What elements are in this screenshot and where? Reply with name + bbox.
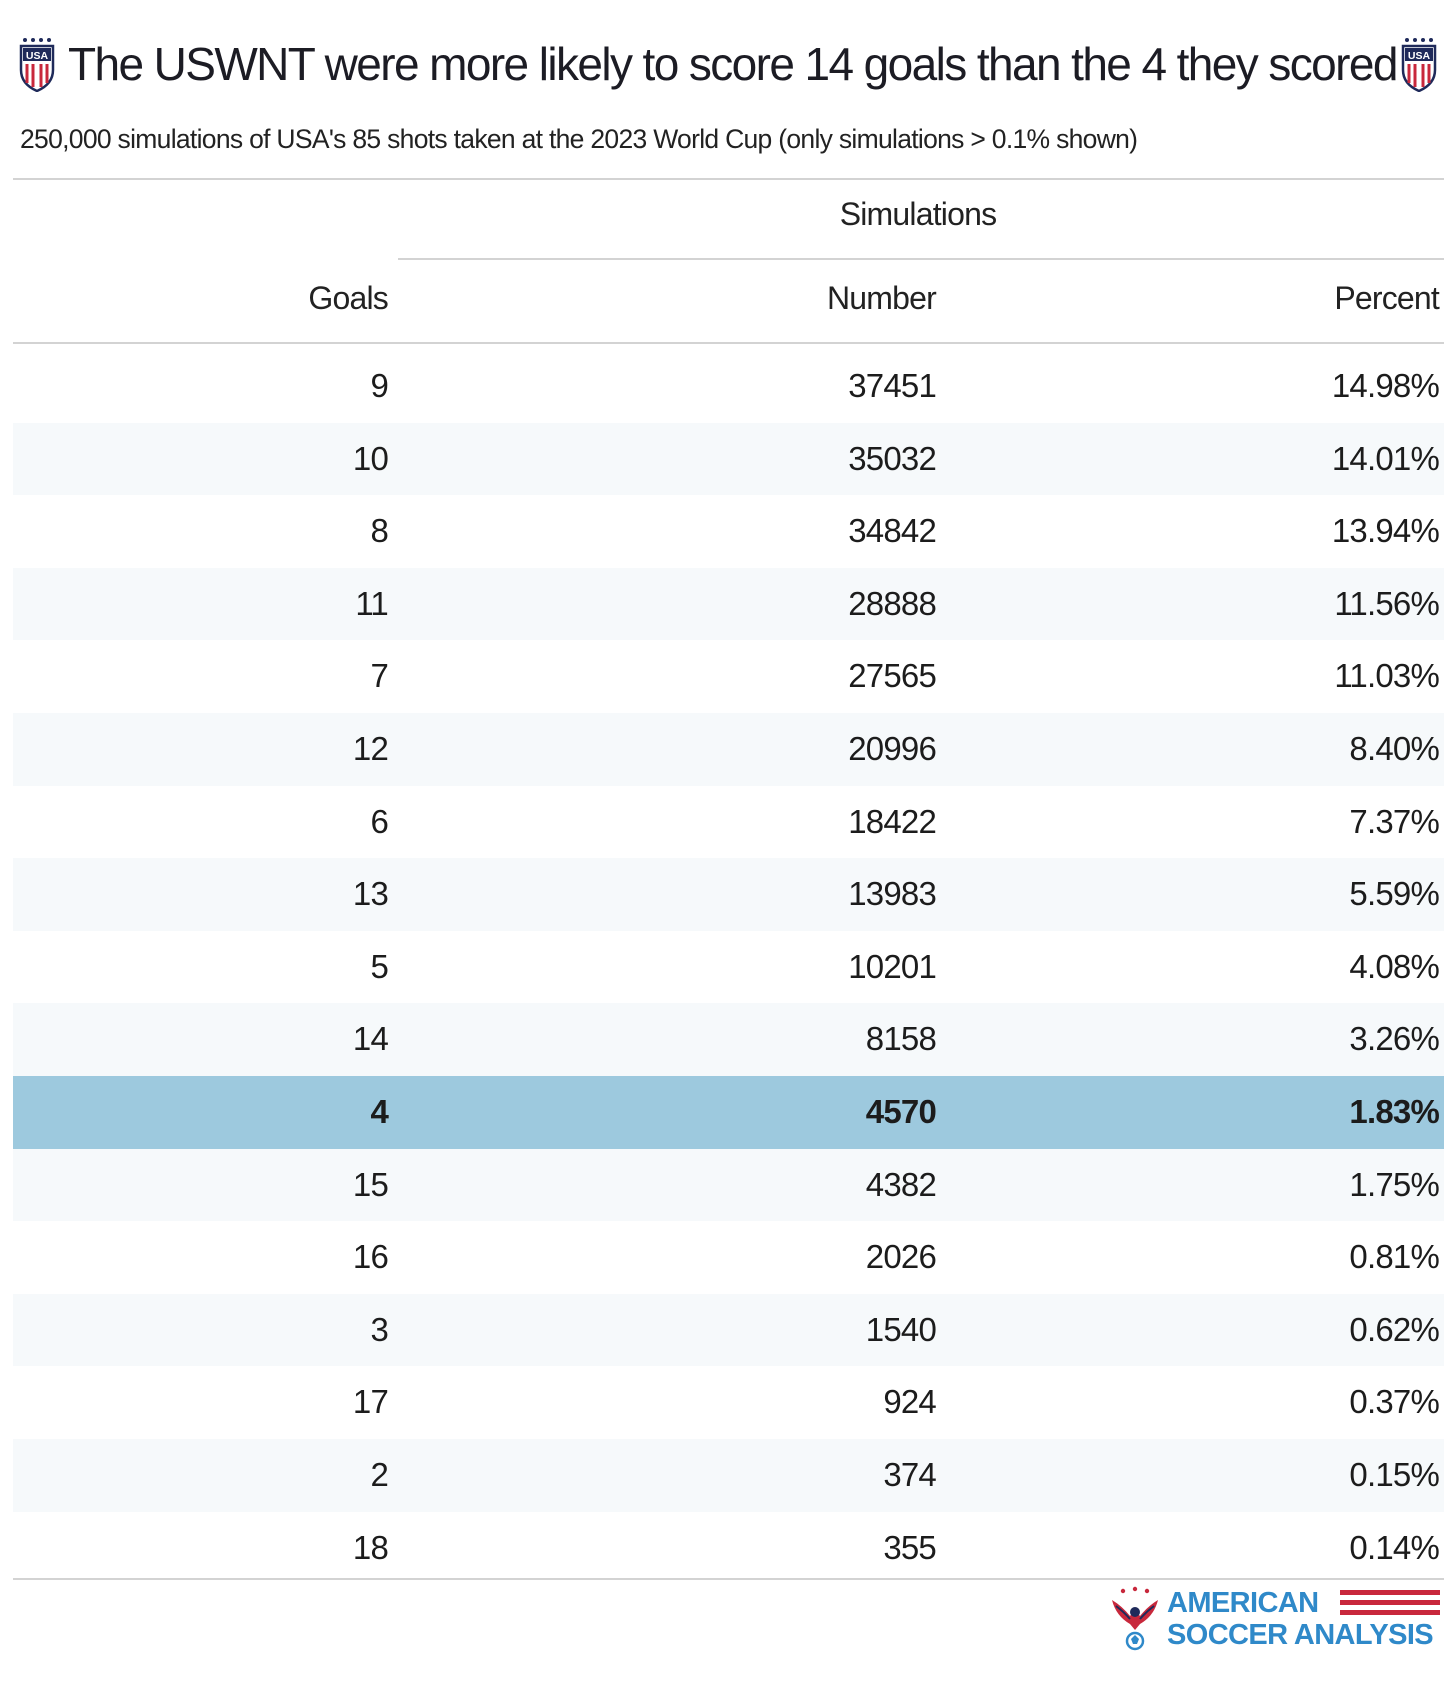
- logo-line-2: SOCCER ANALYSIS: [1167, 1619, 1434, 1651]
- number-cell: 1540: [865, 1310, 937, 1348]
- top-rule: [13, 178, 1444, 180]
- table-row: 18 355 0.14%: [13, 1512, 1444, 1585]
- goals-cell: 4: [370, 1092, 388, 1130]
- table-row: 12 20996 8.40%: [13, 712, 1444, 786]
- goals-cell: 8: [370, 512, 388, 550]
- number-cell: 37451: [848, 367, 937, 404]
- goals-cell: 5: [370, 947, 388, 985]
- percent-cell: 13.94%: [1331, 512, 1440, 550]
- percent-cell: 0.37%: [1349, 1383, 1439, 1421]
- goals-cell: 3: [370, 1310, 388, 1348]
- percent-cell: 14.98%: [1331, 367, 1440, 404]
- table-row: 8 34842 13.94%: [13, 495, 1444, 568]
- usa-crest-icon: USA: [1401, 38, 1437, 92]
- percent-cell: 14.01%: [1331, 439, 1440, 477]
- column-header-percent: Percent: [1334, 280, 1439, 316]
- number-cell: 20996: [848, 729, 937, 767]
- percent-cell: 0.81%: [1349, 1238, 1439, 1276]
- usa-crest-icon: USA: [19, 38, 55, 92]
- table-body: 9 37451 14.98% 10 35032 14.01% 8 34842 13.94% 11 2…: [13, 350, 1444, 1584]
- goals-cell: 10: [352, 439, 389, 477]
- eagle-logo-icon: [1112, 1586, 1158, 1651]
- goals-cell: 6: [370, 802, 388, 840]
- table-row: 16 2026 0.81%: [13, 1221, 1444, 1294]
- number-cell: 2026: [865, 1238, 937, 1276]
- goals-cell: 13: [352, 875, 389, 913]
- goals-cell: 9: [370, 367, 388, 404]
- goals-cell: 17: [352, 1383, 389, 1421]
- number-cell: 374: [883, 1455, 936, 1493]
- goals-cell: 2: [370, 1455, 388, 1493]
- title-row: USA The USWNT were more likely to score …: [18, 26, 1438, 102]
- percent-cell: 0.62%: [1349, 1310, 1439, 1348]
- table-row: 2 374 0.15%: [13, 1438, 1444, 1512]
- table-row: 3 1540 0.62%: [13, 1293, 1444, 1367]
- percent-cell: 1.83%: [1349, 1092, 1439, 1130]
- number-cell: 355: [883, 1528, 936, 1566]
- number-cell: 18422: [848, 802, 937, 840]
- table-row: 13 13983 5.59%: [13, 858, 1444, 931]
- number-cell: 28888: [848, 584, 937, 622]
- table-row: 15 4382 1.75%: [13, 1148, 1444, 1222]
- number-cell: 34842: [848, 512, 937, 550]
- number-cell: 35032: [848, 439, 937, 477]
- goals-cell: 7: [370, 657, 388, 695]
- spanner-label: Simulations: [839, 196, 997, 232]
- asa-logo: AMERICAN SOCCER ANALYSIS: [1110, 1586, 1440, 1652]
- chart-title: The USWNT were more likely to score 14 g…: [68, 38, 1398, 90]
- percent-cell: 11.03%: [1334, 657, 1439, 695]
- goals-cell: 16: [352, 1238, 389, 1276]
- column-header-goals: Goals: [308, 280, 388, 316]
- chart-subtitle: 250,000 simulations of USA's 85 shots ta…: [20, 124, 1138, 154]
- table-row: 14 8158 3.26%: [13, 1003, 1444, 1076]
- percent-cell: 5.59%: [1349, 875, 1439, 913]
- percent-cell: 1.75%: [1349, 1165, 1439, 1203]
- number-cell: 27565: [848, 657, 937, 695]
- percent-cell: 4.08%: [1349, 947, 1439, 985]
- number-cell: 10201: [848, 947, 937, 985]
- table-row: 17 924 0.37%: [13, 1366, 1444, 1439]
- spanner-rule: [398, 258, 1444, 260]
- goals-cell: 11: [355, 584, 388, 622]
- percent-cell: 0.14%: [1349, 1528, 1439, 1566]
- logo-line-1: AMERICAN: [1167, 1587, 1319, 1619]
- goals-cell: 14: [352, 1020, 389, 1058]
- goals-cell: 15: [352, 1165, 389, 1203]
- bottom-rule: [13, 1578, 1444, 1580]
- header-rule: [13, 342, 1444, 344]
- number-cell: 4382: [865, 1165, 937, 1203]
- crest-label: USA: [1408, 50, 1431, 62]
- table-row: 7 27565 11.03%: [13, 640, 1444, 713]
- percent-cell: 11.56%: [1334, 584, 1439, 622]
- crest-label: USA: [26, 50, 49, 62]
- goals-cell: 12: [352, 729, 389, 767]
- table-row: 11 28888 11.56%: [13, 567, 1444, 641]
- number-cell: 924: [883, 1383, 936, 1421]
- number-cell: 13983: [848, 875, 937, 913]
- percent-cell: 7.37%: [1349, 802, 1439, 840]
- number-cell: 4570: [865, 1092, 937, 1130]
- percent-cell: 0.15%: [1349, 1455, 1439, 1493]
- percent-cell: 3.26%: [1349, 1020, 1439, 1058]
- goals-cell: 18: [352, 1528, 389, 1566]
- table-row: 10 35032 14.01%: [13, 422, 1444, 496]
- table-row: 6 18422 7.37%: [13, 786, 1444, 859]
- column-header-number: Number: [826, 280, 937, 316]
- table-row: 9 37451 14.98%: [13, 350, 1444, 423]
- logo-stripes: [1340, 1590, 1440, 1615]
- table-row-highlighted: 4 4570 1.83%: [13, 1075, 1444, 1149]
- number-cell: 8158: [865, 1020, 937, 1058]
- table-row: 5 10201 4.08%: [13, 931, 1444, 1004]
- percent-cell: 8.40%: [1349, 729, 1439, 767]
